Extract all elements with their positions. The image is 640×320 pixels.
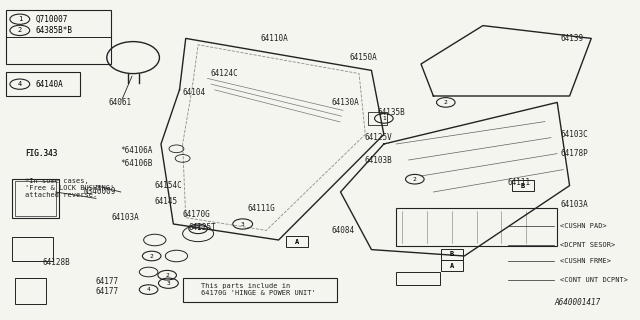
Text: 2: 2 bbox=[18, 28, 22, 33]
Text: 4: 4 bbox=[147, 287, 150, 292]
Text: 64125T: 64125T bbox=[189, 223, 216, 232]
Text: *In some cases,
'Free & LOCK BUSHING'
attached reverse.: *In some cases, 'Free & LOCK BUSHING' at… bbox=[25, 178, 114, 198]
Text: FIG.343: FIG.343 bbox=[25, 149, 57, 158]
Text: 3: 3 bbox=[166, 281, 170, 286]
Text: 2: 2 bbox=[150, 253, 154, 259]
Text: 64103C: 64103C bbox=[560, 130, 588, 139]
Bar bbox=[369, 112, 387, 125]
Text: 64135B: 64135B bbox=[378, 108, 405, 116]
Bar bbox=[12, 237, 52, 261]
Text: <CONT UNT DCPNT>: <CONT UNT DCPNT> bbox=[560, 277, 628, 283]
Text: 64084: 64084 bbox=[332, 226, 355, 235]
Text: 1: 1 bbox=[382, 116, 386, 121]
Text: 1: 1 bbox=[196, 226, 200, 231]
Text: 64104: 64104 bbox=[182, 88, 206, 97]
Text: <DCPNT SESOR>: <DCPNT SESOR> bbox=[560, 242, 616, 248]
Text: 64385B*B: 64385B*B bbox=[36, 26, 73, 35]
Text: A: A bbox=[295, 239, 300, 244]
Text: 64177: 64177 bbox=[96, 287, 119, 296]
Text: *64106B: *64106B bbox=[121, 159, 153, 168]
Text: <CUSHN PAD>: <CUSHN PAD> bbox=[560, 223, 607, 228]
Text: 64154C: 64154C bbox=[155, 181, 182, 190]
Text: 64170G: 64170G bbox=[182, 210, 211, 219]
Text: 2: 2 bbox=[165, 273, 169, 278]
Text: 64110A: 64110A bbox=[260, 34, 288, 43]
Text: A: A bbox=[450, 263, 454, 268]
Bar bbox=[6, 72, 81, 96]
Text: 64061: 64061 bbox=[108, 98, 131, 107]
Text: 2: 2 bbox=[444, 100, 447, 105]
Text: 64178P: 64178P bbox=[560, 149, 588, 158]
Text: 64177: 64177 bbox=[96, 277, 119, 286]
Bar bbox=[512, 180, 534, 191]
Text: <CUSHN FRME>: <CUSHN FRME> bbox=[560, 258, 611, 264]
Text: 2: 2 bbox=[413, 177, 417, 182]
Text: 64124C: 64124C bbox=[211, 69, 238, 78]
Text: A640001417: A640001417 bbox=[554, 298, 600, 307]
Text: 1: 1 bbox=[18, 16, 22, 22]
Bar bbox=[6, 10, 111, 64]
Text: 64140A: 64140A bbox=[36, 80, 63, 89]
Bar bbox=[286, 236, 308, 247]
Text: 64128B: 64128B bbox=[42, 258, 70, 267]
Text: 64125V: 64125V bbox=[364, 133, 392, 142]
Text: Q710007: Q710007 bbox=[36, 15, 68, 24]
Text: This parts include in
64170G 'HINGE & POWER UNIT': This parts include in 64170G 'HINGE & PO… bbox=[201, 283, 316, 296]
Text: *64106A: *64106A bbox=[121, 146, 153, 155]
Text: 64103B: 64103B bbox=[364, 156, 392, 164]
Text: 64103A: 64103A bbox=[111, 213, 139, 222]
Text: 64130A: 64130A bbox=[332, 98, 359, 107]
Bar bbox=[396, 272, 440, 285]
Bar bbox=[396, 208, 557, 246]
Bar bbox=[441, 260, 463, 271]
Bar bbox=[15, 181, 56, 216]
Text: FIG.343: FIG.343 bbox=[25, 149, 57, 158]
Text: 64103A: 64103A bbox=[560, 200, 588, 209]
Text: N340009: N340009 bbox=[84, 188, 116, 196]
Text: 64111: 64111 bbox=[508, 178, 531, 187]
Text: 3: 3 bbox=[241, 221, 244, 227]
Text: 64145: 64145 bbox=[155, 197, 178, 206]
Text: 64139: 64139 bbox=[560, 34, 584, 43]
Text: 64111G: 64111G bbox=[248, 204, 275, 212]
Text: B: B bbox=[450, 252, 454, 257]
Bar bbox=[15, 278, 47, 304]
Bar bbox=[441, 249, 463, 260]
Text: B: B bbox=[521, 183, 525, 188]
Text: 64150A: 64150A bbox=[350, 53, 378, 62]
Bar bbox=[12, 179, 59, 218]
Text: 4: 4 bbox=[18, 81, 22, 87]
